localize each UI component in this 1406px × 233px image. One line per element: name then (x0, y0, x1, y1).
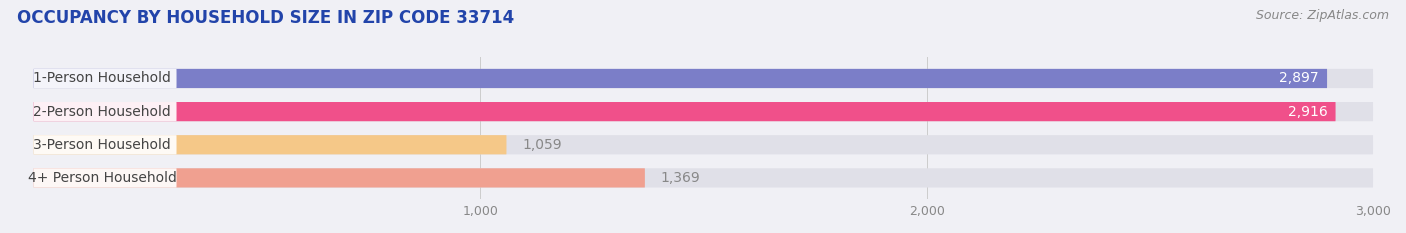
Text: Source: ZipAtlas.com: Source: ZipAtlas.com (1256, 9, 1389, 22)
Text: OCCUPANCY BY HOUSEHOLD SIZE IN ZIP CODE 33714: OCCUPANCY BY HOUSEHOLD SIZE IN ZIP CODE … (17, 9, 515, 27)
Text: 1,059: 1,059 (522, 138, 562, 152)
FancyBboxPatch shape (34, 135, 1374, 154)
FancyBboxPatch shape (34, 102, 177, 121)
Text: 3-Person Household: 3-Person Household (34, 138, 172, 152)
Text: 4+ Person Household: 4+ Person Household (28, 171, 177, 185)
FancyBboxPatch shape (34, 135, 177, 154)
FancyBboxPatch shape (34, 168, 177, 188)
FancyBboxPatch shape (34, 168, 645, 188)
FancyBboxPatch shape (34, 69, 1374, 88)
Text: 1,369: 1,369 (661, 171, 700, 185)
Text: 2-Person Household: 2-Person Household (34, 105, 172, 119)
FancyBboxPatch shape (34, 102, 1374, 121)
FancyBboxPatch shape (34, 102, 1336, 121)
Text: 1-Person Household: 1-Person Household (34, 72, 172, 86)
Text: 2,916: 2,916 (1288, 105, 1327, 119)
FancyBboxPatch shape (34, 135, 506, 154)
Text: 2,897: 2,897 (1279, 72, 1319, 86)
FancyBboxPatch shape (34, 69, 1327, 88)
FancyBboxPatch shape (34, 69, 177, 88)
FancyBboxPatch shape (34, 168, 1374, 188)
